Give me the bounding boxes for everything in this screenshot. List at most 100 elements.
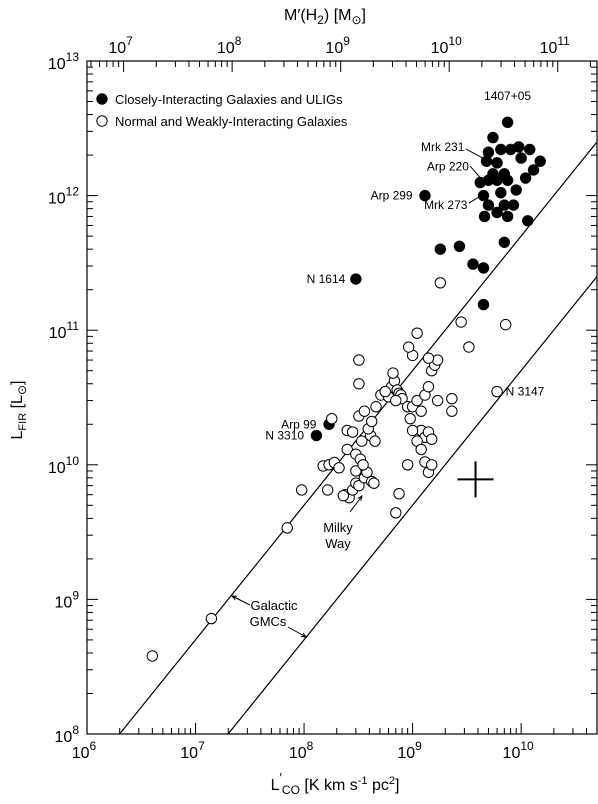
point-normal xyxy=(390,394,402,407)
annotation-label: N 3147 xyxy=(506,385,545,399)
point-normal xyxy=(346,426,359,438)
x-tick-label: 109 xyxy=(397,739,422,762)
gmc-arrow-upper xyxy=(231,595,251,606)
point-interacting xyxy=(501,174,514,186)
point-normal xyxy=(406,424,419,437)
annotation-label: Mrk 231 xyxy=(421,140,465,154)
gmc-arrow-lower-head xyxy=(300,632,308,638)
point-normal xyxy=(205,612,218,625)
x-tick-label: 106 xyxy=(72,739,97,762)
point-normal xyxy=(446,405,458,417)
point-normal xyxy=(401,459,414,471)
y-tick-label: 1012 xyxy=(48,185,79,208)
top-tick-label: 1011 xyxy=(540,34,571,57)
point-normal xyxy=(422,381,435,393)
annotation-label: Arp 220 xyxy=(427,159,469,173)
point-normal xyxy=(491,385,503,398)
point-normal xyxy=(370,401,382,413)
point-interacting xyxy=(482,199,495,211)
y-tick-label: 109 xyxy=(55,588,80,611)
point-normal xyxy=(415,443,427,456)
point-normal xyxy=(281,522,293,534)
point-interacting xyxy=(519,172,532,184)
point-normal xyxy=(499,318,512,331)
annotation-label: Arp 299 xyxy=(371,189,413,203)
y-tick-label: 108 xyxy=(55,723,80,746)
annotation-label: N 3310 xyxy=(265,429,304,443)
legend-label-filled: Closely-Interacting Galaxies and ULIGs xyxy=(115,92,343,107)
top-tick-label: 108 xyxy=(217,34,242,57)
point-interacting xyxy=(419,189,431,202)
point-interacting xyxy=(527,164,540,176)
point-interacting xyxy=(515,152,527,164)
point-normal xyxy=(357,459,369,471)
x-tick-label: 107 xyxy=(180,739,205,762)
annotation-label: Arp 99 xyxy=(281,417,317,431)
y-tick-label: 1010 xyxy=(48,454,79,477)
plot-frame xyxy=(86,60,598,735)
leader-arp220 xyxy=(469,165,483,181)
point-interacting xyxy=(491,206,503,219)
point-interacting xyxy=(477,262,490,274)
point-interacting xyxy=(434,243,447,255)
point-normal xyxy=(369,435,381,447)
y-tick-label: 1013 xyxy=(48,50,79,73)
point-normal xyxy=(402,341,415,353)
point-normal xyxy=(326,413,338,425)
point-normal xyxy=(368,477,380,489)
y-tick-label: 1011 xyxy=(49,319,80,342)
point-interacting xyxy=(501,210,514,223)
point-interacting xyxy=(524,143,536,156)
point-interacting xyxy=(477,298,490,311)
annotation-label: 1407+05 xyxy=(484,89,531,103)
point-interacting xyxy=(310,429,323,442)
point-normal xyxy=(411,327,423,339)
point-interacting xyxy=(480,155,493,167)
point-normal xyxy=(390,507,402,519)
point-normal xyxy=(422,352,435,364)
legend-open-marker xyxy=(96,115,108,127)
point-normal xyxy=(379,385,391,398)
legend-filled-marker xyxy=(96,93,108,105)
point-interacting xyxy=(522,215,534,227)
point-interacting xyxy=(513,141,525,153)
top-tick-label: 107 xyxy=(108,34,133,57)
top-axis-title: M′(H2) [M⊙] xyxy=(284,7,366,27)
point-interacting xyxy=(534,155,546,167)
legend: Closely-Interacting Galaxies and ULIGs N… xyxy=(96,92,348,129)
point-interacting xyxy=(491,157,503,169)
x-tick-label: 1010 xyxy=(503,739,534,762)
tick-labels: 106 107 108 109 1010 107 108 109 1010 1011 108 109 1… xyxy=(48,34,570,762)
point-normal xyxy=(434,277,447,289)
point-interacting xyxy=(507,199,520,211)
point-normal xyxy=(366,415,378,428)
point-interacting xyxy=(477,189,490,202)
x-tick-label: 108 xyxy=(289,739,314,762)
point-normal xyxy=(387,367,399,379)
gmc-line-label: Galactic GMCs xyxy=(250,598,298,629)
point-normal xyxy=(321,484,334,496)
x-axis-title: L′CO [K km s-1 pc2] xyxy=(271,770,400,797)
point-interacting xyxy=(350,273,362,285)
point-normal xyxy=(404,413,416,425)
leader-mrk231 xyxy=(465,148,489,162)
top-tick-label: 1010 xyxy=(431,34,462,57)
annotations: 1407+05 Mrk 231 Arp 220 Arp 299 Mrk 273 N 161… xyxy=(265,89,544,443)
data-points xyxy=(146,116,546,662)
point-normal xyxy=(353,479,365,492)
point-normal xyxy=(426,433,438,445)
point-normal xyxy=(353,378,365,390)
milky-way-label: Milky Way xyxy=(323,520,353,551)
point-interacting xyxy=(467,258,479,270)
leader-mrk273 xyxy=(468,195,482,204)
point-normal xyxy=(426,459,438,471)
milky-way-arrow-head xyxy=(357,494,363,501)
gmc-arrow-upper-head xyxy=(230,595,238,601)
point-normal xyxy=(358,405,371,417)
gmc-line xyxy=(227,276,598,735)
annotation-label: N 1614 xyxy=(307,272,346,286)
point-normal xyxy=(455,316,467,328)
point-normal xyxy=(353,354,365,366)
point-normal xyxy=(295,484,308,496)
